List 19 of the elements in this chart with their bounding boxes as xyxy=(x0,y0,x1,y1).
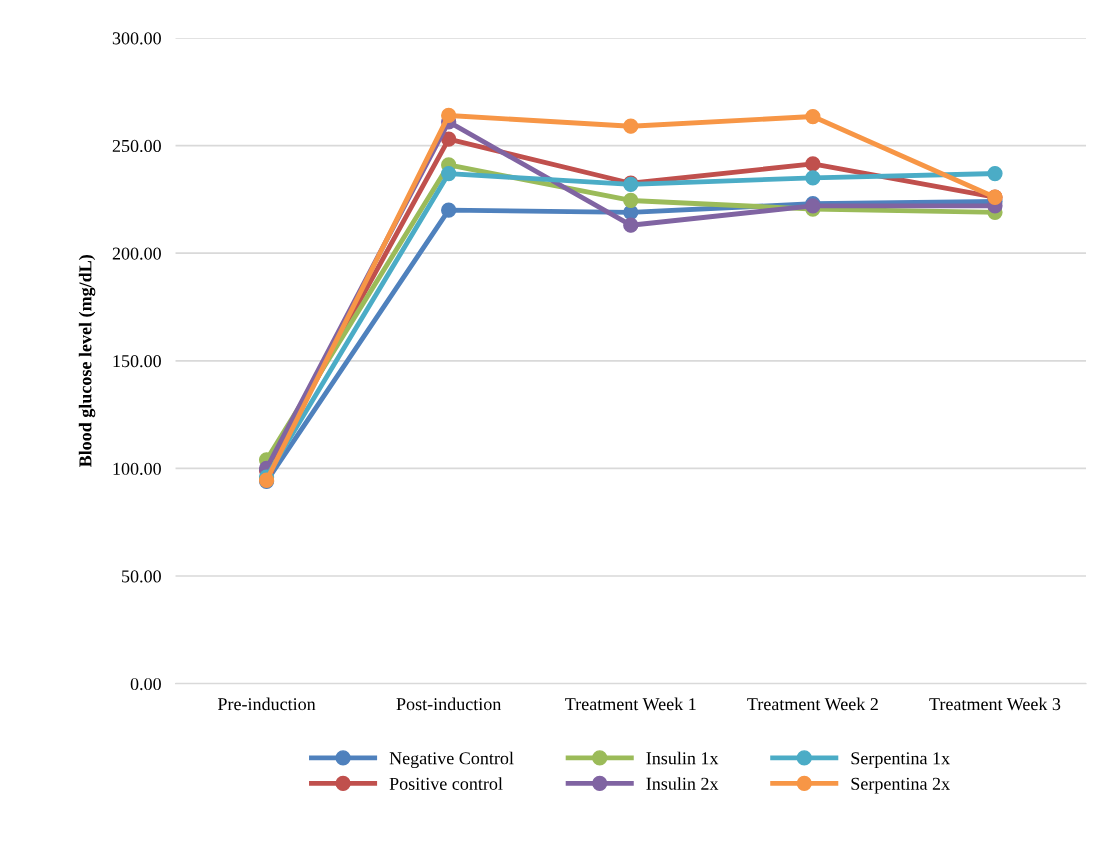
x-tick-label: Treatment Week 1 xyxy=(565,697,696,711)
y-tick-label: 150.00 xyxy=(113,355,161,368)
x-tick-label: Pre-induction xyxy=(217,697,316,711)
x-tick-label: Treatment Week 3 xyxy=(929,697,1061,711)
x-tick-label: Post-induction xyxy=(396,697,502,711)
legend-label: Insulin 2x xyxy=(646,777,719,790)
legend-label: Serpentina 2x xyxy=(851,777,950,794)
y-tick-label: 250.00 xyxy=(112,139,161,153)
y-tick-label: 0.00 xyxy=(130,677,161,691)
legend-label: Insulin 1x xyxy=(646,751,719,765)
y-tick-label: 200.00 xyxy=(112,247,161,260)
legend-label: Negative Control xyxy=(389,751,514,769)
y-tick-label: 100.00 xyxy=(113,462,161,475)
x-tick-label: Treatment Week 2 xyxy=(747,697,878,711)
y-axis-title: Blood glucose level (mg/dL) xyxy=(78,255,96,468)
legend-label: Serpentina 1x xyxy=(851,752,950,769)
legend-label: Positive control xyxy=(389,777,503,790)
y-tick-label: 50.00 xyxy=(122,570,161,583)
y-tick-label: 300.00 xyxy=(112,32,161,45)
